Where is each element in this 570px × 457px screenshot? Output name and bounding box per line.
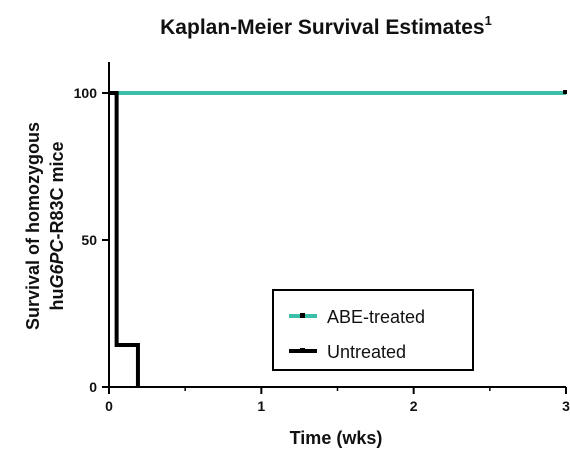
legend-label-untreated: Untreated: [327, 342, 406, 362]
y-axis-label-suffix: -R83C mice: [47, 141, 67, 239]
y-tick-label-100: 100: [74, 85, 98, 101]
legend-marker-abe-treated: [300, 313, 305, 318]
y-axis-label-line1: Survival of homozygous: [23, 122, 43, 330]
censor-mark-abe-treated-0: [563, 90, 567, 94]
legend-box: [272, 289, 474, 371]
y-axis-label: Survival of homozygous huG6PC-R83C mice: [23, 122, 67, 330]
chart-title-main: Kaplan-Meier Survival Estimates: [160, 16, 484, 39]
ticks: 0 50 100 0 1 2 3: [74, 85, 570, 414]
x-tick-label-1: 1: [257, 398, 265, 414]
y-tick-label-0: 0: [89, 379, 97, 395]
legend: ABE-treated Untreated: [272, 289, 474, 371]
x-tick-label-3: 3: [562, 398, 570, 414]
series-layer: [109, 90, 567, 387]
y-axis-label-prefix: hu: [47, 289, 67, 311]
series-line-untreated: [109, 91, 140, 387]
x-axis-label: Time (wks): [290, 428, 383, 448]
legend-marker-untreated: [300, 348, 305, 353]
legend-label-abe-treated: ABE-treated: [327, 307, 425, 327]
y-axis-label-line2: huG6PC-R83C mice: [47, 141, 67, 310]
y-tick-label-50: 50: [81, 232, 97, 248]
x-tick-label-0: 0: [105, 398, 113, 414]
chart-title: Kaplan-Meier Survival Estimates1: [160, 13, 492, 39]
chart-title-superscript: 1: [485, 13, 492, 28]
x-tick-label-2: 2: [410, 398, 418, 414]
y-axis-label-gene: G6PC: [47, 239, 67, 289]
